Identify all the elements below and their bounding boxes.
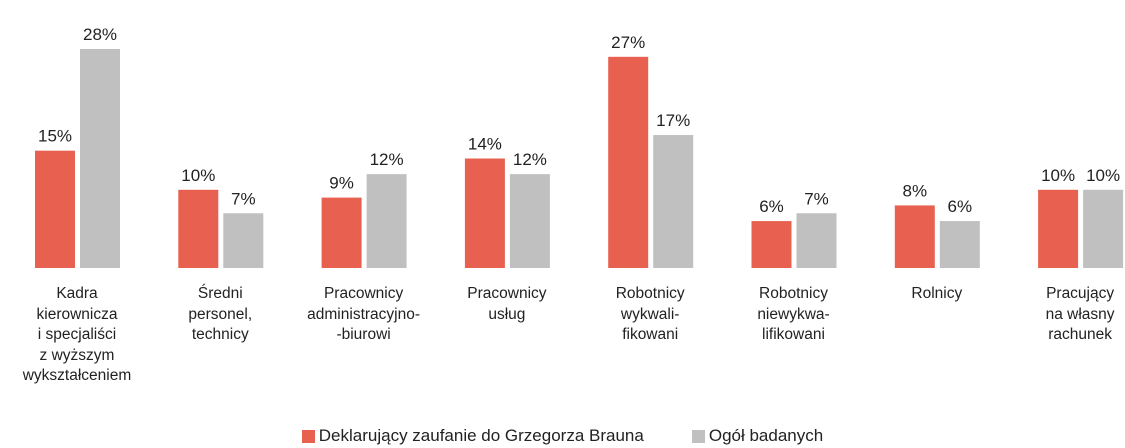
value-label: 9% <box>329 174 354 193</box>
bar <box>178 189 219 268</box>
value-label: 10% <box>181 166 215 185</box>
x-tick-label: Robotnicy niewykwa- lifikowani <box>757 285 830 343</box>
x-tick-label: Pracownicy usług <box>467 285 547 323</box>
x-tick-label: Kadra kierownicza i specjaliści z wyższy… <box>22 285 132 384</box>
value-label: 7% <box>804 189 829 208</box>
legend-swatch <box>301 429 315 443</box>
x-tick-label: Pracownicy administracyjno- -biurowi <box>307 285 421 343</box>
bar <box>1083 189 1124 268</box>
value-label: 6% <box>948 197 973 216</box>
legend: Deklarujący zaufanie do Grzegorza Brauna… <box>0 426 1125 448</box>
bar <box>464 158 505 268</box>
x-tick-label: Robotnicy wykwali- fikowani <box>615 285 685 343</box>
bar <box>366 174 407 268</box>
x-tick-label: Pracujący na własny rachunek <box>1045 285 1115 343</box>
value-label: 17% <box>656 111 690 130</box>
value-label: 10% <box>1086 166 1120 185</box>
bar <box>796 213 837 268</box>
value-label: 7% <box>231 189 256 208</box>
bar <box>321 197 362 268</box>
legend-swatch <box>691 429 705 443</box>
value-label: 10% <box>1041 166 1075 185</box>
bar <box>35 150 75 268</box>
bar <box>939 221 980 268</box>
legend-item: Ogół badanych <box>691 426 824 446</box>
legend-label: Ogół badanych <box>708 426 824 445</box>
legend-label: Deklarujący zaufanie do Grzegorza Brauna <box>318 426 644 445</box>
bar <box>1038 189 1079 268</box>
bar <box>509 174 550 268</box>
value-label: 27% <box>611 33 645 52</box>
value-label: 12% <box>513 150 547 169</box>
x-tick-label: Rolnicy <box>911 285 963 302</box>
bar <box>894 205 935 268</box>
bar <box>223 213 264 268</box>
bar <box>80 49 120 268</box>
value-label: 28% <box>83 25 117 44</box>
value-label: 12% <box>370 150 404 169</box>
bar <box>751 221 792 268</box>
bar <box>653 135 694 268</box>
x-tick-label: Średni personel, technicy <box>188 285 253 343</box>
value-label: 6% <box>759 197 784 216</box>
bar <box>608 56 649 269</box>
legend-item: Deklarujący zaufanie do Grzegorza Brauna <box>301 426 644 446</box>
value-label: 8% <box>903 181 928 200</box>
value-label: 15% <box>38 127 72 146</box>
value-label: 14% <box>468 135 502 154</box>
